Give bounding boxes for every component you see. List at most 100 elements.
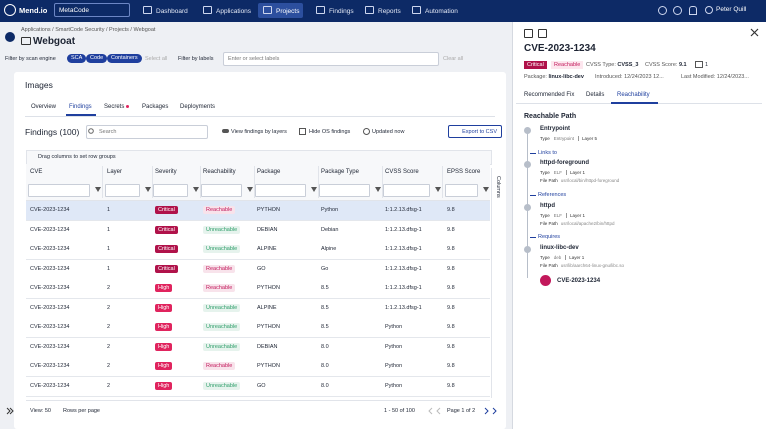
tab[interactable]: Packages	[142, 104, 169, 110]
detail-tab[interactable]: Recommended Fix	[524, 92, 575, 98]
export-button[interactable]: Export to CSV	[448, 125, 502, 138]
select-all[interactable]: Select all	[145, 56, 168, 62]
edge-label[interactable]: Links to	[538, 150, 557, 156]
cvss-score: CVSS Score: 9.1	[645, 62, 687, 68]
filter-icon[interactable]	[193, 187, 199, 192]
package: Package: linux-libc-dev	[524, 74, 584, 80]
value: 12/24/2023...	[716, 74, 749, 80]
edge-label[interactable]: References	[538, 192, 567, 198]
cell-layer: 1	[107, 246, 111, 252]
nav-item[interactable]: Findings	[316, 6, 354, 15]
bell-icon[interactable]	[689, 6, 697, 15]
column-header[interactable]: CVSS Score	[385, 169, 419, 175]
tab[interactable]: Secrets	[104, 104, 125, 110]
comment-count: 1	[705, 62, 709, 68]
column-header[interactable]: Package	[257, 169, 281, 175]
column-filter[interactable]	[255, 184, 306, 197]
back-button[interactable]	[5, 32, 15, 42]
node-name: httpd	[540, 203, 555, 209]
badge-text: Reachable	[554, 62, 581, 68]
tab[interactable]: Overview	[31, 104, 57, 110]
logo-icon	[4, 4, 16, 16]
cell-package: GO	[257, 382, 266, 389]
column-filter[interactable]	[28, 184, 90, 197]
settings-icon[interactable]	[673, 6, 682, 15]
breadcrumb: Applications / SmartCode Security / Proj…	[21, 27, 156, 33]
detail-tab[interactable]: Reachability	[617, 92, 650, 98]
node-dot	[524, 161, 531, 168]
engine-chip[interactable]: SCA	[67, 54, 87, 63]
column-filter[interactable]	[319, 184, 370, 197]
columns-sidebar[interactable]: Columns	[491, 168, 504, 398]
hide-os[interactable]: Hide OS findings	[309, 129, 351, 135]
tab[interactable]: Deployments	[180, 104, 216, 110]
nav-item[interactable]: Projects	[263, 6, 299, 15]
nav-label: Reports	[378, 8, 401, 15]
nav-label: Projects	[276, 8, 300, 15]
column-header[interactable]: CVE	[30, 169, 43, 175]
column-divider	[254, 166, 255, 198]
nav-item[interactable]: Reports	[365, 6, 401, 15]
close-button[interactable]	[750, 28, 759, 37]
page-size[interactable]: View: 50	[30, 408, 51, 414]
top-nav: Mend.io MetaCode Dashboard Applications …	[0, 0, 766, 22]
toggle[interactable]	[222, 129, 229, 133]
column-filter[interactable]	[383, 184, 430, 197]
filter-icon[interactable]	[95, 187, 101, 192]
next-finding[interactable]	[538, 29, 547, 38]
column-header[interactable]: Severity	[155, 169, 177, 175]
filter-icon[interactable]	[145, 187, 151, 192]
nav-label: Findings	[329, 8, 354, 15]
detail-tab[interactable]: Details	[586, 92, 605, 98]
column-filter[interactable]	[201, 184, 242, 197]
filter-icon[interactable]	[247, 187, 253, 192]
layers-toggle[interactable]: View findings by layers	[231, 129, 287, 135]
filter-icon[interactable]	[311, 187, 317, 192]
edge-label[interactable]: Requires	[538, 234, 561, 240]
comment-icon[interactable]	[695, 61, 703, 68]
search-input[interactable]: Search	[86, 125, 208, 139]
path-value: usr/local/apache2/bin/httpd	[560, 221, 615, 226]
help-icon[interactable]	[658, 6, 667, 15]
table-row[interactable]	[26, 376, 490, 397]
node-type: Type ELF Layer 1	[540, 213, 586, 218]
last-page[interactable]	[492, 407, 497, 415]
refresh-icon[interactable]	[363, 128, 370, 135]
clear-all[interactable]: Clear all	[443, 56, 464, 62]
column-header[interactable]: Package Type	[321, 169, 359, 175]
labels-input[interactable]: Enter or select labels	[223, 52, 439, 66]
engine-chip[interactable]: Code	[86, 54, 108, 63]
node-type: Type deb Layer 1	[540, 255, 585, 260]
nav-item[interactable]: Automation	[412, 6, 458, 15]
next-page[interactable]	[484, 407, 489, 415]
prev-page[interactable]	[428, 407, 433, 415]
column-header[interactable]: EPSS Score	[447, 169, 481, 175]
cell-severity: High	[155, 323, 173, 331]
cell-layer: 2	[107, 285, 111, 291]
user-name[interactable]: Peter Quill	[716, 6, 747, 13]
updated: Updated now	[372, 129, 405, 135]
cell-reachability: Unreachable	[203, 245, 241, 253]
org-select[interactable]: MetaCode	[54, 3, 130, 17]
vulnerability-name: CVE-2023-1234	[557, 278, 601, 284]
nav-item[interactable]: Dashboard	[143, 6, 188, 15]
tab[interactable]: Findings	[69, 104, 92, 110]
column-header[interactable]: Reachability	[203, 169, 236, 175]
user-icon[interactable]	[705, 6, 713, 14]
filter-icon[interactable]	[483, 187, 489, 192]
cell-cve: CVE-2023-1234	[30, 343, 70, 350]
column-header[interactable]: Layer	[107, 169, 123, 175]
column-filter[interactable]	[445, 184, 478, 197]
expand-icon[interactable]	[6, 407, 11, 415]
filter-icon[interactable]	[375, 187, 381, 192]
column-filter[interactable]	[105, 184, 140, 197]
cell-layer: 2	[107, 304, 111, 311]
prev-finding[interactable]	[524, 29, 533, 38]
column-filter[interactable]	[153, 184, 188, 197]
prev-page[interactable]	[436, 407, 441, 415]
engine-chip[interactable]: Containers	[107, 54, 142, 63]
checkbox[interactable]	[299, 128, 306, 135]
expand-icon[interactable]	[9, 407, 14, 415]
filter-icon[interactable]	[435, 187, 441, 192]
nav-item[interactable]: Applications	[203, 6, 251, 15]
